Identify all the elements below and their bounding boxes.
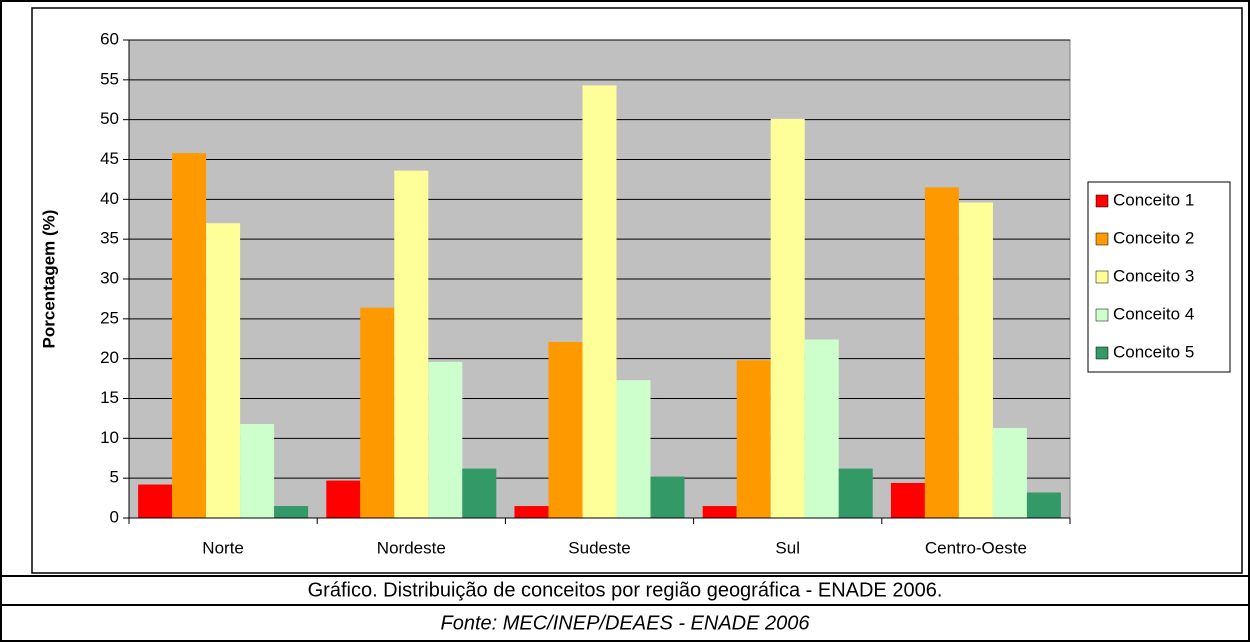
- bar: [428, 361, 463, 518]
- bar: [462, 468, 497, 518]
- y-tick-label: 30: [100, 268, 119, 287]
- legend-label: Conceito 3: [1113, 266, 1194, 285]
- bar: [838, 468, 873, 518]
- x-tick-label: Norte: [202, 538, 244, 557]
- bar: [650, 476, 685, 518]
- legend-swatch: [1095, 270, 1109, 284]
- y-tick-label: 55: [100, 69, 119, 88]
- x-tick-label: Nordeste: [377, 538, 446, 557]
- bar: [890, 482, 925, 518]
- legend-swatch: [1095, 308, 1109, 322]
- legend-label: Conceito 2: [1113, 228, 1194, 247]
- legend-box: [1087, 181, 1231, 373]
- bar: [702, 506, 737, 518]
- y-axis-label: Porcentagem (%): [39, 210, 58, 349]
- bar: [206, 223, 241, 518]
- bar: [992, 427, 1027, 518]
- bar: [804, 339, 839, 518]
- x-tick-label: Sul: [775, 538, 800, 557]
- source: Fonte: MEC/INEP/DEAES - ENADE 2006: [440, 612, 810, 634]
- legend-label: Conceito 4: [1113, 304, 1194, 323]
- y-tick-label: 20: [100, 348, 119, 367]
- y-tick-label: 5: [110, 468, 119, 487]
- bar: [582, 85, 617, 518]
- bar: [616, 380, 651, 518]
- y-tick-label: 0: [110, 507, 119, 526]
- y-tick-label: 40: [100, 189, 119, 208]
- legend-label: Conceito 1: [1113, 190, 1194, 209]
- bar: [394, 170, 429, 519]
- y-tick-label: 60: [100, 29, 119, 48]
- legend-swatch: [1095, 194, 1109, 208]
- x-tick-label: Sudeste: [568, 538, 630, 557]
- bar: [274, 506, 309, 518]
- bar: [240, 423, 275, 518]
- bar: [138, 484, 173, 518]
- y-tick-label: 50: [100, 109, 119, 128]
- y-tick-label: 35: [100, 229, 119, 248]
- legend-swatch: [1095, 232, 1109, 246]
- caption: Gráfico. Distribuição de conceitos por r…: [308, 579, 943, 601]
- bar: [326, 480, 361, 518]
- y-tick-label: 45: [100, 149, 119, 168]
- legend-label: Conceito 5: [1113, 342, 1194, 361]
- bar: [958, 202, 993, 518]
- bar: [514, 506, 549, 518]
- bar: [360, 307, 395, 518]
- bar: [924, 187, 959, 518]
- bar: [770, 118, 805, 519]
- bar: [1026, 492, 1061, 518]
- x-tick-label: Centro-Oeste: [925, 538, 1027, 557]
- y-tick-label: 15: [100, 388, 119, 407]
- legend-swatch: [1095, 346, 1109, 360]
- y-tick-label: 10: [100, 428, 119, 447]
- y-tick-label: 25: [100, 308, 119, 327]
- bar: [736, 360, 771, 518]
- bar: [548, 341, 583, 518]
- bar: [172, 153, 207, 519]
